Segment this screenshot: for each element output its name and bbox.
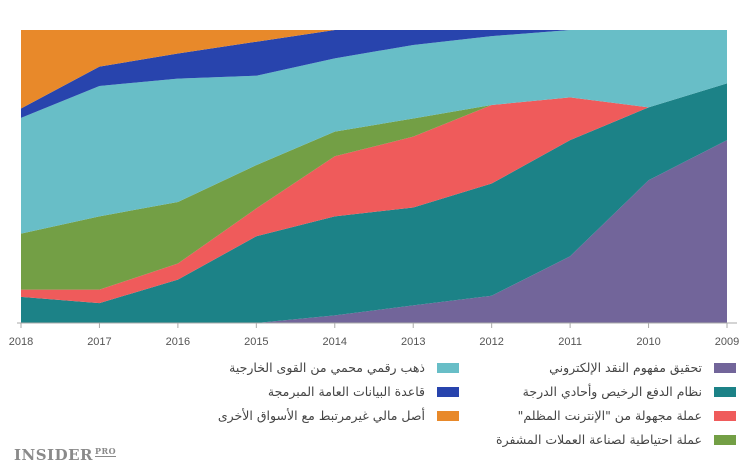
area-series-3 — [21, 83, 727, 290]
stacked-area-chart: 2009 2010 2011 2012 2013 2014 2015 2016 2017 2018 — [9, 30, 739, 348]
legend-swatch — [437, 362, 459, 373]
legend-item: قاعدة البيانات العامة المبرمجة — [268, 384, 459, 399]
legend-label: تحقيق مفهوم النقد الإلكتروني — [549, 360, 702, 375]
legend-swatch — [437, 410, 459, 421]
legend-swatch — [714, 434, 736, 445]
x-tick-label: 2010 — [636, 336, 660, 348]
area-series-2 — [21, 83, 727, 304]
logo-sub: PRO — [94, 446, 117, 457]
x-tick-label: 2018 — [9, 336, 33, 348]
legend-swatch — [437, 386, 459, 397]
legend-swatch — [714, 410, 736, 421]
legend-label: عملة مجهولة من "الإنترنت المظلم" — [517, 408, 702, 423]
area-series-0 — [21, 140, 727, 323]
x-tick-label: 2015 — [244, 336, 268, 348]
area-series-1 — [21, 83, 727, 324]
x-tick-label: 2014 — [323, 336, 347, 348]
insider-pro-logo: INSIDER PRO — [14, 446, 117, 464]
legend-label: أصل مالي غيرمرتبط مع الأسواق الأخرى — [217, 408, 425, 423]
area-series-6 — [21, 30, 727, 109]
legend-swatch — [714, 386, 736, 397]
x-tick-label: 2016 — [166, 336, 190, 348]
x-tick-label: 2009 — [715, 336, 739, 348]
x-tick-label: 2012 — [479, 336, 503, 348]
logo-main: INSIDER — [14, 446, 93, 464]
legend-swatch — [714, 362, 736, 373]
x-tick-label: 2011 — [558, 336, 582, 348]
legend-item: عملة مجهولة من "الإنترنت المظلم" — [518, 408, 736, 423]
legend-item: عملة احتياطية لصناعة العملات المشفرة — [496, 432, 736, 447]
legend-label: قاعدة البيانات العامة المبرمجة — [267, 384, 425, 399]
legend-item: أصل مالي غيرمرتبط مع الأسواق الأخرى — [218, 408, 459, 423]
legend-label: نظام الدفع الرخيص وأحادي الدرجة — [522, 384, 702, 399]
legend-item: ذهب رقمي محمي من القوى الخارجية — [229, 360, 459, 375]
legend-label: ذهب رقمي محمي من القوى الخارجية — [229, 360, 425, 375]
legend-label: عملة احتياطية لصناعة العملات المشفرة — [496, 432, 702, 447]
x-tick-label: 2017 — [87, 336, 111, 348]
area-series-5 — [21, 30, 727, 118]
legend-item: تحقيق مفهوم النقد الإلكتروني — [549, 360, 736, 375]
x-tick-label: 2013 — [401, 336, 425, 348]
area-series-4 — [21, 30, 727, 234]
legend-item: نظام الدفع الرخيص وأحادي الدرجة — [523, 384, 736, 399]
